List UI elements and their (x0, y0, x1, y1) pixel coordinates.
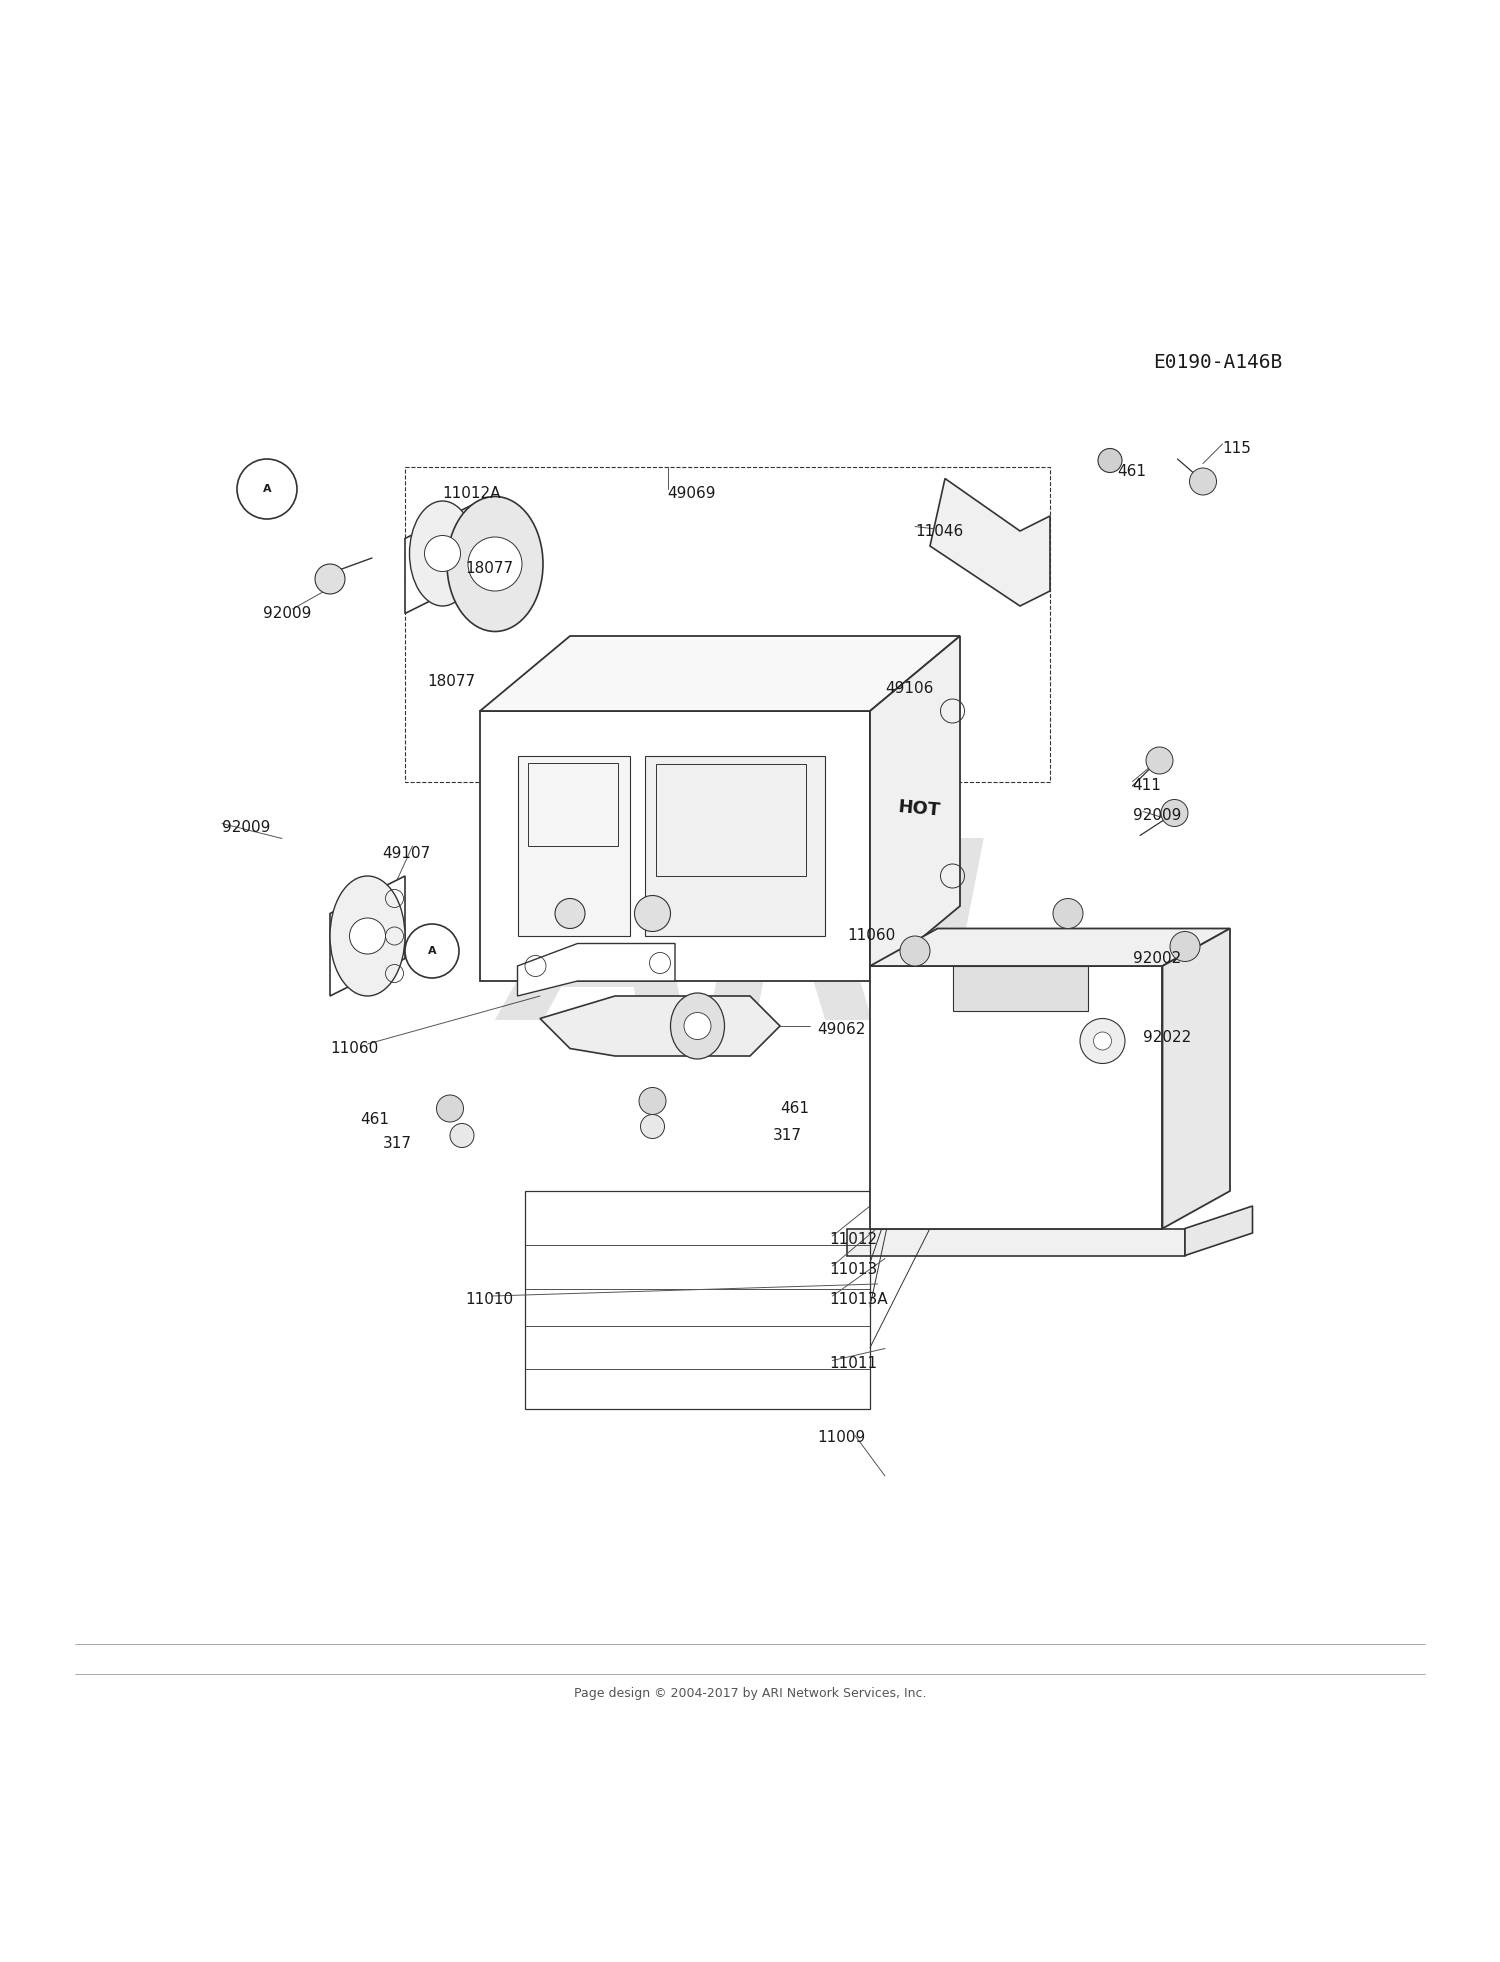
Text: 461: 461 (360, 1112, 388, 1126)
Polygon shape (870, 928, 1230, 965)
Text: 11012: 11012 (830, 1232, 878, 1246)
Circle shape (634, 895, 670, 932)
Text: 11060: 11060 (330, 1042, 378, 1056)
Text: 11010: 11010 (465, 1291, 513, 1307)
Circle shape (1080, 1018, 1125, 1063)
Text: 49062: 49062 (818, 1022, 866, 1036)
Polygon shape (480, 710, 870, 981)
Text: 11009: 11009 (818, 1430, 866, 1444)
Text: ARI: ARI (510, 830, 990, 1071)
Text: 317: 317 (382, 1136, 411, 1150)
Circle shape (1146, 748, 1173, 773)
Circle shape (350, 918, 386, 954)
Polygon shape (870, 965, 1162, 1228)
Bar (518, 755, 630, 936)
Polygon shape (1185, 1207, 1252, 1256)
Circle shape (555, 899, 585, 928)
Text: 18077: 18077 (465, 561, 513, 577)
Text: 11011: 11011 (830, 1356, 878, 1371)
Polygon shape (540, 997, 780, 1056)
Bar (525, 1191, 870, 1409)
Bar (645, 755, 825, 936)
Text: 92009: 92009 (222, 820, 270, 836)
Circle shape (900, 936, 930, 965)
Polygon shape (480, 636, 960, 710)
Text: 11012A: 11012A (442, 487, 501, 500)
Bar (528, 763, 618, 846)
Text: 11060: 11060 (847, 928, 895, 944)
Ellipse shape (410, 500, 476, 606)
Text: E0190-A146B: E0190-A146B (1154, 353, 1282, 373)
Circle shape (436, 1095, 463, 1122)
Circle shape (424, 536, 460, 571)
Text: 18077: 18077 (427, 673, 476, 689)
Polygon shape (330, 875, 405, 997)
Text: Page design © 2004-2017 by ARI Network Services, Inc.: Page design © 2004-2017 by ARI Network S… (573, 1687, 926, 1699)
Ellipse shape (330, 875, 405, 997)
Text: 92009: 92009 (1132, 808, 1180, 824)
Text: A: A (427, 946, 436, 955)
Text: 92022: 92022 (1143, 1030, 1191, 1046)
Text: 92009: 92009 (262, 606, 310, 622)
Circle shape (1170, 932, 1200, 961)
Circle shape (639, 1087, 666, 1114)
Circle shape (405, 924, 459, 977)
Text: 461: 461 (1118, 463, 1146, 479)
Text: A: A (262, 485, 272, 494)
Circle shape (237, 459, 297, 520)
Text: 49106: 49106 (885, 681, 933, 697)
Polygon shape (518, 944, 675, 997)
Circle shape (1053, 899, 1083, 928)
Circle shape (450, 1124, 474, 1148)
Circle shape (1190, 469, 1216, 494)
Circle shape (684, 1012, 711, 1040)
Circle shape (315, 563, 345, 594)
Text: 461: 461 (780, 1101, 808, 1116)
Text: 11013A: 11013A (830, 1291, 888, 1307)
Text: 317: 317 (772, 1128, 801, 1144)
Polygon shape (930, 479, 1050, 606)
Bar (656, 763, 806, 875)
Circle shape (1161, 799, 1188, 826)
Text: 115: 115 (1222, 441, 1251, 455)
Text: 49107: 49107 (382, 846, 430, 861)
Text: 11046: 11046 (915, 524, 963, 538)
Ellipse shape (447, 496, 543, 632)
Text: 11013: 11013 (830, 1262, 878, 1277)
Bar (952, 965, 1088, 1010)
Polygon shape (870, 636, 960, 981)
Text: HOT: HOT (897, 799, 942, 820)
Polygon shape (405, 500, 480, 614)
Circle shape (1094, 1032, 1112, 1050)
Circle shape (468, 538, 522, 591)
Text: 49069: 49069 (668, 487, 716, 500)
Circle shape (1098, 449, 1122, 473)
Polygon shape (1162, 928, 1230, 1228)
Circle shape (640, 1114, 664, 1138)
Text: 92002: 92002 (1132, 952, 1180, 965)
Polygon shape (847, 1228, 1185, 1256)
Ellipse shape (670, 993, 724, 1059)
Text: 411: 411 (1132, 779, 1161, 793)
